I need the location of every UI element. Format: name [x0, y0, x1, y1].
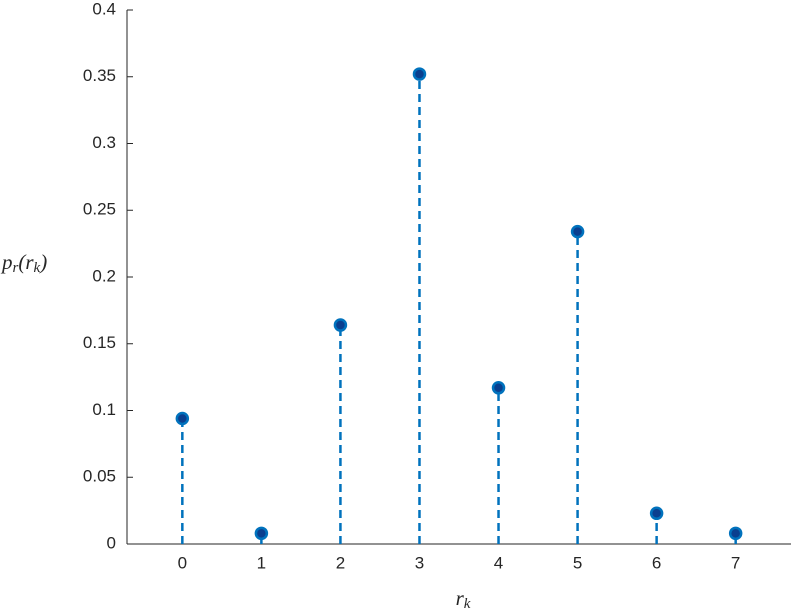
y-label-main: ) — [39, 250, 47, 274]
y-label-main: p — [0, 250, 13, 274]
x-axis-label: rk — [456, 586, 471, 613]
x-tick-label: 0 — [178, 553, 187, 572]
marker — [649, 506, 664, 521]
y-tick-label: 0.05 — [83, 467, 116, 486]
y-tick-label: 0.2 — [92, 266, 116, 285]
y-label-main: (r — [18, 250, 34, 274]
x-label-sub: k — [464, 596, 471, 612]
marker — [333, 318, 348, 332]
y-tick-label: 0.35 — [83, 66, 116, 85]
y-label-sub: r — [13, 260, 19, 276]
x-tick-label: 4 — [494, 553, 503, 572]
x-tick-label: 7 — [731, 553, 740, 572]
y-axis-label: pr(rk) — [0, 250, 47, 277]
marker — [412, 67, 427, 81]
x-label-main: r — [456, 586, 465, 610]
y-label-sub: k — [34, 260, 41, 276]
marker — [570, 224, 585, 239]
x-tick-label: 5 — [573, 553, 582, 572]
x-tick-label: 1 — [257, 553, 266, 572]
marker — [728, 526, 743, 541]
y-tick-label: 0.25 — [83, 200, 116, 219]
y-tick-label: 0.15 — [83, 333, 116, 352]
x-tick-label: 3 — [415, 553, 424, 572]
x-tick-label: 2 — [336, 553, 345, 572]
marker — [254, 526, 269, 541]
y-tick-label: 0.3 — [92, 133, 116, 152]
marker — [491, 381, 506, 395]
x-tick-label: 6 — [652, 553, 661, 572]
y-tick-label: 0.4 — [92, 0, 116, 18]
marker — [175, 411, 190, 426]
y-tick-label: 0.1 — [92, 400, 116, 419]
y-tick-label: 0 — [107, 533, 116, 552]
